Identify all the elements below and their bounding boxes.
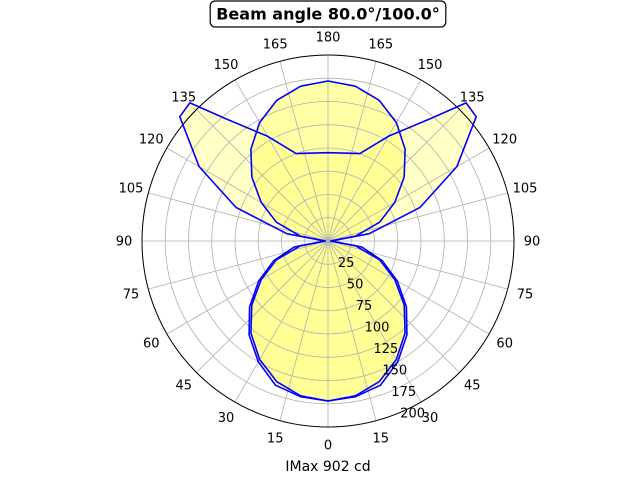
angular-tick-label: 0	[324, 439, 332, 454]
radial-tick-labels: 25 50 75 100 125 150 175 200	[338, 256, 425, 421]
angular-gridline-18	[148, 192, 329, 242]
angular-gridline-10	[327, 109, 460, 242]
angular-tick-label: 60	[143, 337, 160, 352]
angular-tick-label: 75	[517, 287, 534, 302]
angular-tick-label: 180	[316, 31, 341, 46]
angular-tick-label: 165	[263, 38, 288, 53]
radial-tick-label: 150	[382, 363, 407, 378]
angular-tick-label: 120	[139, 133, 164, 148]
polar-grid	[141, 54, 515, 428]
angular-gridline-11	[327, 79, 422, 242]
polar-frame	[141, 54, 515, 428]
angular-gridline-22	[196, 240, 329, 373]
title-frame	[209, 0, 447, 28]
radial-tick-label: 50	[347, 278, 364, 293]
radial-tick-label: 125	[374, 342, 399, 357]
angular-tick-label: 90	[116, 235, 133, 250]
angular-gridline-5	[327, 240, 490, 335]
angular-gridline-9	[327, 147, 490, 242]
radial-tick-label: 200	[400, 406, 425, 421]
angular-gridline-17	[166, 147, 329, 242]
angular-tick-label: 90	[524, 235, 541, 250]
angular-gridline-6	[327, 240, 508, 290]
angular-tick-label: 150	[214, 58, 239, 73]
angular-gridline-23	[234, 240, 329, 403]
radial-tick-label: 175	[391, 385, 416, 400]
angular-gridline-3	[327, 240, 422, 403]
angular-gridline-16	[196, 109, 329, 242]
angular-tick-label: 105	[119, 182, 144, 197]
angular-tick-label: 45	[176, 379, 193, 394]
angular-gridline-8	[327, 192, 508, 242]
chart-title-box: Beam angle 80.0°/100.0°	[209, 0, 447, 28]
radial-tick-label: 25	[338, 256, 355, 271]
angular-gridline-15	[234, 79, 329, 242]
angular-tick-label: 15	[373, 432, 390, 447]
angular-tick-label: 45	[464, 379, 481, 394]
angular-tick-label: 120	[492, 133, 517, 148]
angular-tick-label: 150	[418, 58, 443, 73]
angular-tick-label: 15	[267, 432, 284, 447]
angular-gridline-21	[166, 240, 329, 335]
radial-tick-label: 75	[356, 299, 373, 314]
angular-gridline-20	[148, 240, 329, 290]
radial-tick-label: 100	[365, 320, 390, 335]
series-2-line	[250, 80, 406, 402]
angular-tick-label: 135	[171, 90, 196, 105]
angular-tick-label: 30	[218, 411, 235, 426]
series-lines	[179, 80, 477, 402]
angular-gridline-4	[327, 240, 460, 373]
x-axis-label: IMax 902 cd	[285, 459, 370, 475]
angular-tick-label: 30	[422, 411, 439, 426]
angular-tick-label: 75	[123, 287, 140, 302]
chart-title: Beam angle 80.0°/100.0°	[216, 5, 440, 24]
angular-tick-label: 60	[496, 337, 513, 352]
angular-gridline-14	[279, 61, 329, 242]
angular-tick-labels: 0 15 30 45 60 75 90 105 120 135 150 165 180 165 150 135…	[116, 31, 541, 454]
angular-tick-label: 105	[513, 182, 538, 197]
angular-tick-label: 135	[460, 90, 485, 105]
angular-gridline-12	[327, 61, 377, 242]
series-1-line	[179, 102, 477, 402]
angular-tick-label: 165	[368, 38, 393, 53]
